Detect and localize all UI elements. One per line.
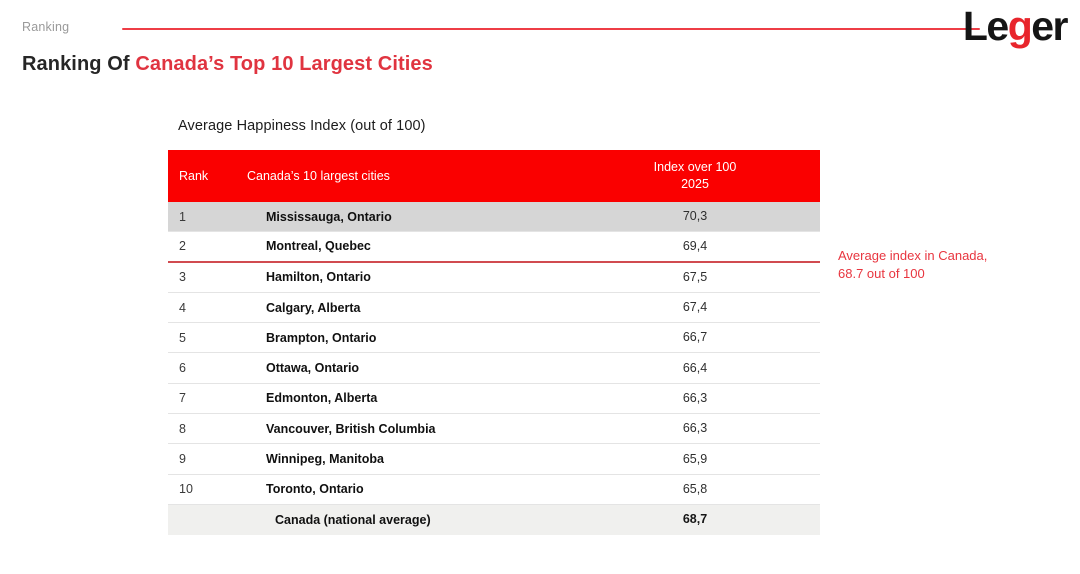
page-title-prefix: Ranking Of: [22, 53, 136, 75]
leger-logo: Leger: [962, 3, 1069, 49]
table-row: 9 Winnipeg, Manitoba 65,9: [168, 444, 820, 475]
city-cell: Calgary, Alberta: [266, 300, 361, 315]
city-cell: Mississauga, Ontario: [266, 209, 392, 224]
column-header-index-line1: Index over 100: [653, 160, 737, 174]
annotation-line2: 68.7 out of 100: [838, 266, 925, 281]
value-cell: 67,4: [682, 300, 708, 315]
table-row: 7 Edmonton, Alberta 66,3: [168, 383, 820, 415]
value-cell: 66,3: [682, 421, 708, 436]
table-row: 6 Ottawa, Ontario 66,4: [168, 353, 820, 384]
column-header-rank: Rank: [179, 169, 209, 183]
city-cell: Brampton, Ontario: [266, 330, 377, 345]
table-caption: Average Happiness Index (out of 100): [178, 118, 426, 134]
value-cell: 65,8: [682, 481, 708, 496]
rank-cell: 8: [179, 421, 186, 436]
table-row: 3 Hamilton, Ontario 67,5: [168, 262, 820, 293]
value-cell: 70,3: [682, 209, 708, 224]
city-cell: Montreal, Quebec: [266, 239, 371, 254]
city-cell: Hamilton, Ontario: [266, 270, 371, 285]
logo-text-g: g: [1007, 3, 1033, 49]
page-title: Ranking Of Canada’s Top 10 Largest Citie…: [22, 53, 433, 76]
ranking-table: Average Happiness Index (out of 100) Ran…: [168, 118, 820, 535]
table-row: 4 Calgary, Alberta 67,4: [168, 292, 820, 324]
column-header-index: Index over 100 2025: [570, 159, 820, 193]
value-cell: 66,3: [682, 390, 708, 405]
column-header-index-line2: 2025: [681, 177, 709, 191]
table-header-row: Rank Canada’s 10 largest cities Index ov…: [168, 150, 820, 202]
rank-cell: 2: [179, 239, 186, 254]
table-row: 5 Brampton, Ontario 66,7: [168, 323, 820, 354]
rank-cell: 3: [179, 270, 186, 285]
value-cell: 66,4: [682, 360, 708, 375]
rank-cell: 10: [179, 482, 193, 497]
city-cell: Winnipeg, Manitoba: [266, 452, 384, 467]
page-title-highlight: Canada’s Top 10 Largest Cities: [135, 53, 433, 75]
table-row: 8 Vancouver, British Columbia 66,3: [168, 414, 820, 445]
rank-cell: 9: [179, 452, 186, 467]
table-row: 10 Toronto, Ontario 65,8: [168, 474, 820, 505]
rank-cell: 5: [179, 330, 186, 345]
rank-cell: 4: [179, 300, 186, 315]
table-footer-row: Canada (national average) 68,7: [168, 504, 820, 535]
value-cell: 66,7: [682, 330, 708, 345]
table-row: 1 Mississauga, Ontario 70,3: [168, 202, 820, 233]
annotation-average-index: Average index in Canada, 68.7 out of 100: [838, 247, 987, 283]
value-cell: 67,5: [682, 269, 708, 284]
section-label: Ranking: [22, 20, 70, 34]
city-cell: Ottawa, Ontario: [266, 361, 360, 376]
rank-cell: 1: [179, 209, 186, 224]
value-cell: 65,9: [682, 451, 708, 466]
annotation-line1: Average index in Canada,: [838, 248, 988, 263]
city-cell: Edmonton, Alberta: [266, 391, 378, 406]
city-cell: Toronto, Ontario: [266, 482, 364, 497]
rank-cell: 7: [179, 391, 186, 406]
logo-text-le: Le: [962, 3, 1009, 49]
city-cell: Vancouver, British Columbia: [266, 421, 436, 436]
value-cell: 69,4: [682, 238, 708, 253]
table-row: 2 Montreal, Quebec 69,4: [168, 232, 820, 263]
logo-text-er: er: [1031, 3, 1068, 49]
national-average-label: Canada (national average): [275, 512, 431, 527]
column-header-cities: Canada’s 10 largest cities: [247, 169, 390, 183]
rank-cell: 6: [179, 361, 186, 376]
national-average-value: 68,7: [682, 512, 708, 527]
header-divider-line: [122, 28, 980, 30]
